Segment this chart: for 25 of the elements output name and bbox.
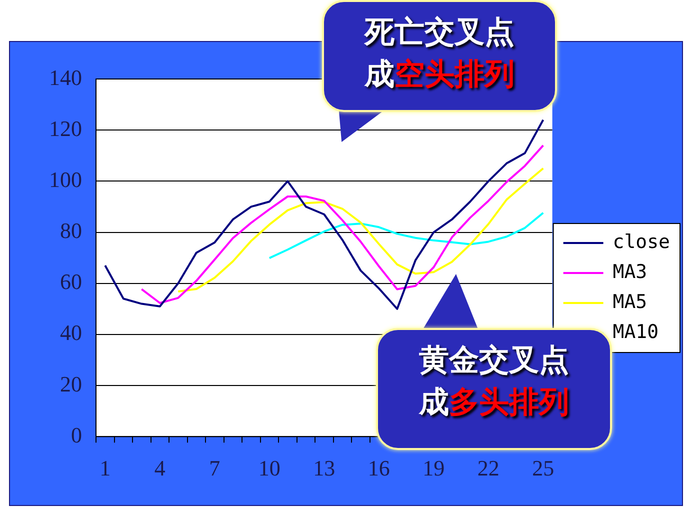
text: 死亡交叉点 bbox=[363, 14, 516, 52]
y-tick-label: 0 bbox=[71, 422, 82, 448]
y-tick-label: 140 bbox=[49, 64, 82, 90]
y-tick-label: 60 bbox=[60, 269, 82, 294]
legend-label: MA5 bbox=[612, 290, 648, 313]
x-tick-label: 10 bbox=[258, 456, 280, 481]
x-tick-label: 16 bbox=[368, 456, 390, 481]
x-tick-label: 22 bbox=[477, 456, 500, 481]
y-tick-label: 120 bbox=[49, 116, 82, 141]
annotation: 成多头排列 bbox=[419, 385, 569, 420]
legend-label: MA3 bbox=[612, 260, 648, 283]
x-tick-label: 13 bbox=[313, 456, 336, 481]
x-tick-label: 25 bbox=[532, 456, 554, 481]
annotation: 成空头排列 bbox=[364, 57, 514, 92]
y-tick-label: 80 bbox=[60, 218, 82, 244]
legend-label: close bbox=[612, 230, 670, 253]
x-tick-label: 19 bbox=[422, 456, 445, 481]
x-tick-label: 4 bbox=[154, 456, 166, 481]
x-tick-label: 7 bbox=[209, 456, 220, 481]
annotation: 黄金交叉点 bbox=[418, 342, 570, 380]
y-tick-label: 100 bbox=[49, 166, 82, 192]
x-tick-label: 1 bbox=[100, 456, 111, 481]
y-tick-label: 20 bbox=[60, 371, 82, 396]
legend-label: MA10 bbox=[612, 320, 659, 343]
y-tick-label: 40 bbox=[60, 320, 82, 346]
